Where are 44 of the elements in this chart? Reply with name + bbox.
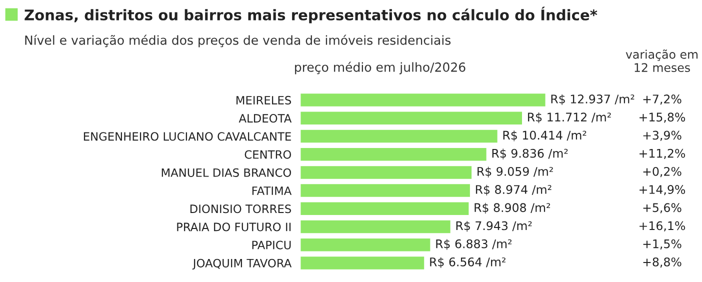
- bar: [300, 200, 470, 216]
- data-label: R$ 12.937 /m²: [551, 94, 634, 106]
- text: +1,5%: [643, 239, 682, 250]
- data-label: R$ 10.414 /m²: [503, 130, 586, 142]
- text: +0,2%: [643, 166, 682, 178]
- text: +11,2%: [640, 148, 686, 159]
- data-label: R$ 8.974 /m²: [476, 184, 552, 196]
- bar: [300, 146, 488, 162]
- bar: [300, 128, 499, 144]
- bar: [300, 255, 426, 271]
- data-label: R$ 11.712 /m²: [528, 112, 611, 124]
- bar: [300, 164, 473, 180]
- y-tick-label: JOAQUIM TAVORA: [192, 258, 292, 270]
- data-label: R$ 8.908 /m²: [474, 202, 550, 214]
- x-axis-title: preço médio em julho/2026: [295, 62, 466, 74]
- text: +15,8%: [640, 112, 686, 123]
- text: +16,1%: [640, 221, 686, 232]
- y-tick-label: MANUEL DIAS BRANCO: [162, 168, 292, 177]
- text: +14,9%: [640, 185, 686, 196]
- y-tick-label: DIONISIO TORRES: [190, 204, 292, 214]
- data-label: R$ 7.943 /m²: [456, 221, 532, 232]
- text: +8,8%: [643, 257, 682, 268]
- text: +7,2%: [643, 94, 682, 105]
- bar: [300, 110, 524, 126]
- bar: [300, 182, 472, 198]
- bar: [300, 218, 452, 235]
- chart-subtitle: Nível e variação média dos preços de venda de imóveis residenciais: [25, 34, 451, 48]
- y-tick-label: PAPICU: [252, 240, 291, 250]
- y-tick-label: MEIRELES: [236, 96, 292, 105]
- bar: [300, 92, 547, 108]
- y-tick-label: FATIMA: [252, 186, 292, 195]
- text: +5,6%: [643, 203, 682, 214]
- data-label: R$ 9.059 /m²: [478, 166, 553, 178]
- y-tick-label: ENGENHEIRO LUCIANO CAVALCANTE: [84, 132, 291, 141]
- bar: [300, 237, 432, 253]
- y-tick-label: CENTRO: [244, 150, 292, 159]
- data-label: R$ 6.883 /m²: [436, 239, 512, 250]
- data-label: R$ 6.564 /m²: [430, 257, 506, 268]
- legend-title: variação em 12 meses: [626, 49, 698, 72]
- data-label: R$ 9.836 /m²: [492, 148, 568, 160]
- text: +3,9%: [643, 130, 682, 141]
- y-tick-label: ALDEOTA: [238, 114, 292, 123]
- y-tick-label: PRAIA DO FUTURO II: [177, 222, 291, 232]
- chart-title: Zonas, distritos ou bairros mais representativos no cálculo do Índice*: [24, 6, 598, 24]
